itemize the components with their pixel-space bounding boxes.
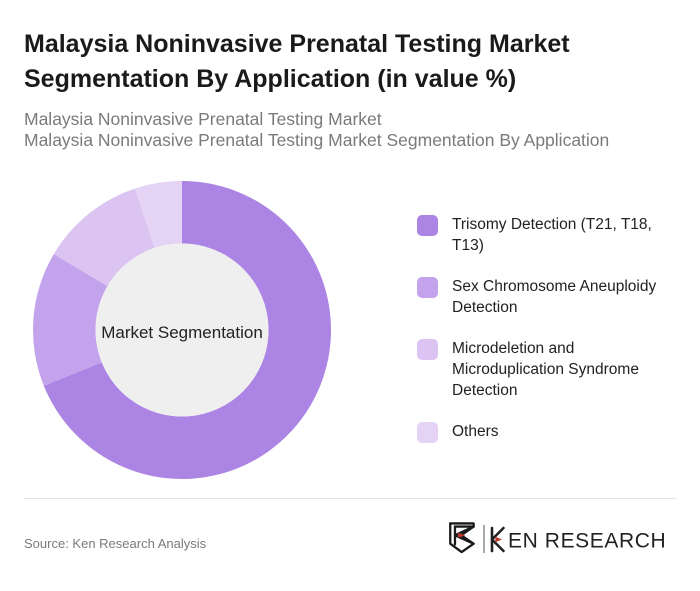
svg-text:EN RESEARCH: EN RESEARCH: [508, 530, 666, 553]
